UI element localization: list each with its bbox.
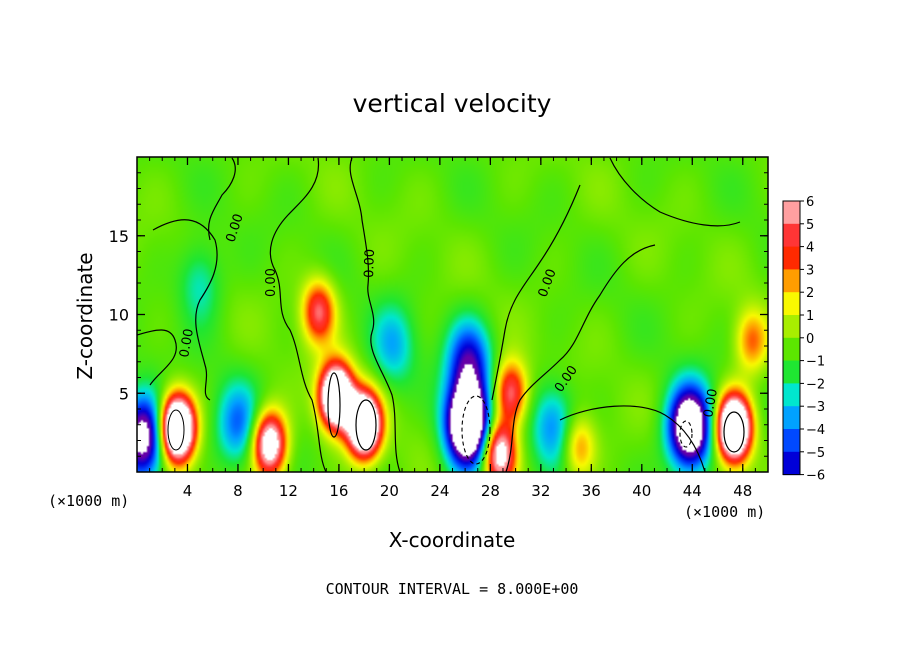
y-tick-label: 10 <box>109 306 129 325</box>
x-tick-label: 16 <box>329 482 348 500</box>
colorbar-swatch <box>783 292 800 316</box>
zero-contour <box>491 184 581 401</box>
zero-contour <box>505 244 656 472</box>
colorbar-swatch <box>783 223 800 248</box>
chart-title: vertical velocity <box>353 89 552 118</box>
colorbar-tick-label: −4 <box>806 423 825 438</box>
colorbar-tick-label: 6 <box>806 195 814 210</box>
x-axis-label: X-coordinate <box>389 528 516 552</box>
zero-contour <box>269 157 327 472</box>
colorbar-tick-label: 2 <box>806 286 814 301</box>
zero-contour <box>609 157 741 227</box>
colorbar-swatch <box>783 201 800 225</box>
updraft-core-contour <box>723 411 745 453</box>
x-tick-label: 4 <box>183 482 193 500</box>
contour-lines <box>137 157 745 472</box>
x-tick-label: 48 <box>733 482 752 500</box>
colorbar-tick-label: −3 <box>806 400 825 415</box>
contour-label: 0.00 <box>177 328 197 359</box>
colorbar-swatch <box>783 269 800 293</box>
colorbar-swatch <box>783 246 800 270</box>
colorbar-tick-label: 4 <box>806 241 814 256</box>
colorbar-tick-label: 5 <box>806 218 814 233</box>
contour-interval-note: CONTOUR INTERVAL = 8.000E+00 <box>326 580 579 598</box>
x-tick-label: 28 <box>481 482 500 500</box>
zero-contour <box>152 219 218 401</box>
zero-contour <box>559 405 706 472</box>
contour-label: 0.00 <box>701 388 721 419</box>
updraft-core-contour <box>355 399 377 451</box>
colorbar-tick-label: 0 <box>806 332 814 347</box>
updraft-core-contour <box>327 372 341 438</box>
x-tick-label: 36 <box>582 482 601 500</box>
x-tick-label: 40 <box>632 482 651 500</box>
colorbar-swatch <box>783 406 800 430</box>
colorbar-swatch <box>783 337 800 362</box>
y-tick-label: 15 <box>109 227 129 246</box>
colorbar-tick-label: −5 <box>806 446 825 461</box>
x-axis-unit-label: (×1000 m) <box>684 503 765 521</box>
colorbar: 6 5 4 3 2 1 0 −1 −2 −3 −4 −5 −6 <box>782 195 825 484</box>
zero-contour <box>137 329 177 386</box>
colorbar-swatch <box>783 429 800 453</box>
y-axis-unit-label: (×1000 m) <box>48 492 129 510</box>
zero-contour <box>349 157 401 472</box>
x-tick-label: 44 <box>683 482 702 500</box>
colorbar-tick-label: 3 <box>806 263 814 278</box>
x-tick-label: 24 <box>430 482 449 500</box>
x-tick-label: 20 <box>380 482 399 500</box>
colorbar-tick-label: 1 <box>806 309 814 324</box>
colorbar-tick-label: −6 <box>806 469 825 484</box>
updraft-core-contour <box>167 409 185 451</box>
downdraft-core-contour <box>679 420 693 448</box>
x-tick-label: 8 <box>233 482 243 500</box>
downdraft-core-contour <box>461 395 491 465</box>
colorbar-tick-label: −2 <box>806 377 825 392</box>
colorbar-swatch <box>783 360 800 384</box>
colorbar-swatch <box>783 383 800 407</box>
x-tick-label: 12 <box>279 482 298 500</box>
velocity-field <box>137 157 768 472</box>
colorbar-swatch <box>783 451 800 476</box>
colorbar-swatch <box>783 315 800 339</box>
plot-area: 0.00 0.00 0.00 0.00 0.00 0.00 0.00 <box>136 156 769 473</box>
contour-label: 0.00 <box>362 249 378 278</box>
contour-label: 0.00 <box>264 268 279 297</box>
y-tick-label: 5 <box>119 384 129 403</box>
x-tick-label: 32 <box>531 482 550 500</box>
zero-contour <box>208 157 236 241</box>
colorbar-tick-label: −1 <box>806 355 825 370</box>
y-axis-label: Z-coordinate <box>73 252 97 379</box>
